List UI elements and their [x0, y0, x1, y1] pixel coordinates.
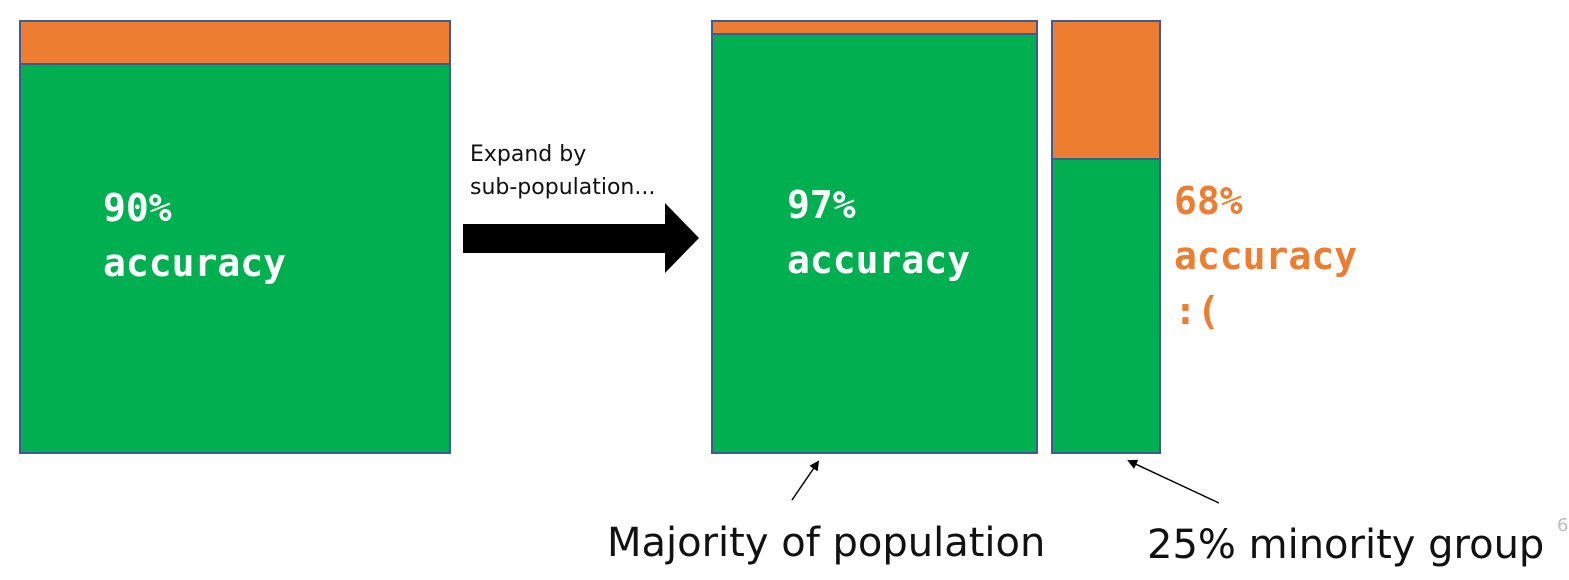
- minority-accuracy-value: 68%: [1174, 179, 1243, 223]
- expand-line-1: Expand by: [470, 142, 587, 167]
- overall-correct-segment: [21, 65, 449, 452]
- page-number: 6: [1557, 515, 1569, 536]
- minority-group-box: [1051, 20, 1161, 454]
- minority-error-segment: [1053, 22, 1159, 160]
- overall-population-box: [19, 20, 451, 454]
- majority-pointer-arrow: [791, 460, 820, 501]
- minority-pointer-arrow: [1127, 459, 1220, 504]
- minority-correct-segment: [1053, 159, 1159, 452]
- majority-error-segment: [713, 22, 1036, 35]
- overall-accuracy-word: accuracy: [103, 241, 287, 285]
- overall-error-segment: [21, 22, 449, 65]
- expand-arrow: [463, 203, 699, 273]
- majority-population-box: [711, 20, 1038, 454]
- majority-caption: Majority of population: [607, 520, 1046, 566]
- majority-accuracy-label: 97% accuracy: [787, 178, 970, 288]
- sad-face-emoticon: :(: [1174, 289, 1220, 333]
- overall-accuracy-value: 90%: [103, 186, 172, 230]
- minority-accuracy-word: accuracy: [1174, 234, 1358, 278]
- expand-annotation: Expand by sub-population...: [470, 138, 655, 204]
- minority-caption: 25% minority group: [1147, 522, 1545, 568]
- minority-accuracy-label: 68% accuracy :(: [1174, 174, 1357, 339]
- majority-accuracy-value: 97%: [787, 183, 856, 227]
- overall-accuracy-label: 90% accuracy: [103, 181, 286, 291]
- majority-correct-segment: [713, 34, 1036, 452]
- expand-line-2: sub-population...: [470, 175, 656, 200]
- majority-accuracy-word: accuracy: [787, 238, 971, 282]
